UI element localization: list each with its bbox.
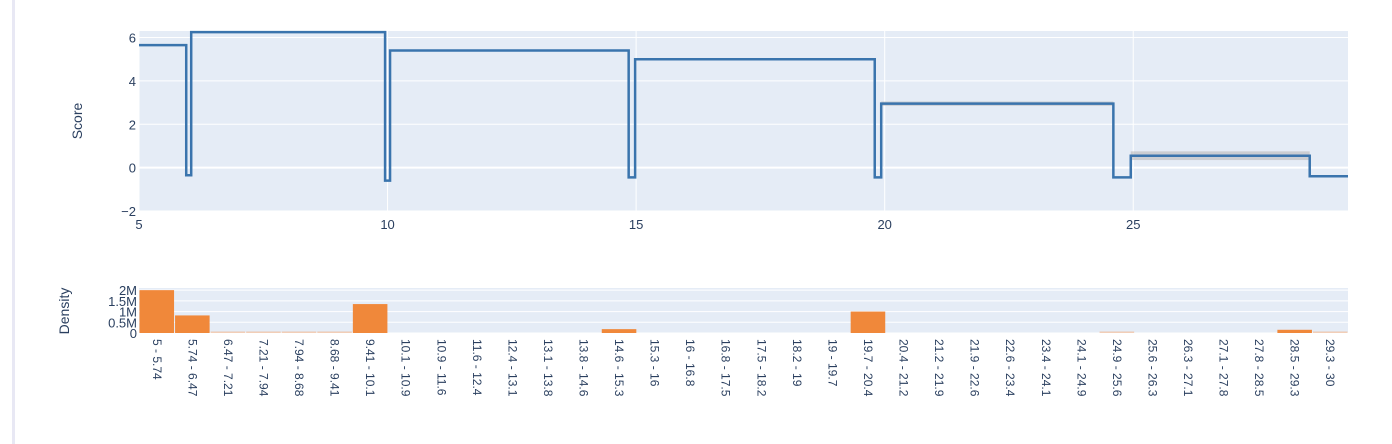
x-tick-label: 9.41 - 10.1 bbox=[363, 339, 377, 397]
histogram-gridlines bbox=[139, 289, 1348, 334]
x-tick-label: 13.8 - 14.6 bbox=[576, 339, 590, 397]
x-tick-label: 24.1 - 24.9 bbox=[1074, 339, 1088, 397]
x-tick-label: 15.3 - 16 bbox=[648, 339, 662, 387]
histogram-bar bbox=[1312, 331, 1348, 333]
x-tick-label: 11.6 - 12.4 bbox=[470, 339, 484, 396]
x-tick-label: 15 bbox=[629, 217, 643, 232]
x-tick-label: 22.6 - 23.4 bbox=[1003, 339, 1017, 397]
x-tick-label: 7.94 - 8.68 bbox=[292, 339, 306, 397]
score-plot-background bbox=[139, 31, 1348, 211]
histogram-bar bbox=[317, 331, 352, 333]
x-tick-label: 26.3 - 27.1 bbox=[1181, 339, 1195, 397]
x-tick-label: 19 - 19.7 bbox=[825, 339, 839, 387]
histogram-bar bbox=[246, 331, 281, 333]
x-tick-label: 21.9 - 22.6 bbox=[968, 339, 982, 397]
x-tick-label: 12.4 - 13.1 bbox=[505, 339, 519, 397]
histogram-bar bbox=[175, 315, 210, 333]
x-tick-label: 29.3 - 30 bbox=[1323, 339, 1337, 387]
x-tick-label: 5.74 - 6.47 bbox=[185, 339, 199, 397]
x-tick-label: 27.1 - 27.8 bbox=[1217, 339, 1231, 397]
x-tick-label: 16 - 16.8 bbox=[683, 339, 697, 387]
density-y-axis-title: Density bbox=[56, 288, 72, 335]
x-tick-label: 23.4 - 24.1 bbox=[1039, 339, 1053, 397]
y-tick-label: 2M bbox=[119, 283, 137, 298]
histogram-bar bbox=[1099, 331, 1135, 333]
histogram-background bbox=[139, 288, 1348, 333]
histogram-bar bbox=[139, 290, 175, 333]
histogram-bar bbox=[850, 311, 886, 333]
histogram-bar bbox=[352, 304, 388, 333]
x-tick-label: 19.7 - 20.4 bbox=[861, 339, 875, 397]
x-tick-label: 24.9 - 25.6 bbox=[1110, 339, 1124, 397]
score-plot: −2 0 2 4 6 5 10 15 20 25 Score bbox=[69, 31, 1348, 232]
x-tick-label: 6.47 - 7.21 bbox=[221, 339, 235, 397]
x-tick-label: 20.4 - 21.2 bbox=[897, 339, 911, 397]
x-tick-label: 5 - 5.74 bbox=[150, 339, 164, 380]
score-y-axis-ticks: −2 0 2 4 6 bbox=[121, 31, 136, 219]
score-x-axis-ticks: 5 10 15 20 25 bbox=[135, 217, 1140, 232]
histogram-x-axis-ticks: 5 - 5.74 5.74 - 6.47 6.47 - 7.21 7.21 - 7.9… bbox=[150, 339, 1337, 397]
x-tick-label: 18.2 - 19 bbox=[790, 339, 804, 387]
x-tick-label: 5 bbox=[135, 217, 142, 232]
x-tick-label: 20 bbox=[877, 217, 891, 232]
histogram-bar bbox=[1277, 329, 1312, 333]
histogram-bar bbox=[601, 329, 637, 333]
y-tick-label: −2 bbox=[121, 204, 136, 219]
score-y-axis-title: Score bbox=[69, 103, 85, 140]
y-tick-label: 0.5M bbox=[108, 315, 137, 330]
x-tick-label: 10.9 - 11.6 bbox=[434, 339, 448, 396]
x-tick-label: 10 bbox=[380, 217, 394, 232]
x-tick-label: 14.6 - 15.3 bbox=[612, 339, 626, 397]
y-tick-label: 0 bbox=[130, 326, 137, 341]
x-tick-label: 28.5 - 29.3 bbox=[1288, 339, 1302, 397]
x-tick-label: 8.68 - 9.41 bbox=[328, 339, 342, 397]
y-tick-label: 2 bbox=[129, 117, 136, 132]
x-tick-label: 17.5 - 18.2 bbox=[754, 339, 768, 397]
histogram-bar bbox=[210, 331, 246, 333]
x-tick-label: 25 bbox=[1126, 217, 1140, 232]
y-tick-label: 0 bbox=[129, 161, 136, 176]
x-tick-label: 7.21 - 7.94 bbox=[256, 339, 270, 397]
x-tick-label: 10.1 - 10.9 bbox=[399, 339, 413, 397]
x-tick-label: 13.1 - 13.8 bbox=[541, 339, 555, 397]
x-tick-label: 25.6 - 26.3 bbox=[1145, 339, 1159, 397]
y-tick-label: 4 bbox=[129, 74, 136, 89]
x-tick-label: 27.8 - 28.5 bbox=[1252, 339, 1266, 397]
page-left-border bbox=[12, 0, 15, 444]
y-tick-label: 6 bbox=[129, 31, 136, 46]
x-tick-label: 16.8 - 17.5 bbox=[719, 339, 733, 397]
x-tick-label: 21.2 - 21.9 bbox=[932, 339, 946, 397]
y-tick-label: 1M bbox=[119, 305, 137, 320]
histogram-bar bbox=[281, 331, 317, 333]
histogram-bars bbox=[139, 290, 1348, 333]
score-step-line bbox=[139, 30, 1348, 182]
y-tick-label: 1.5M bbox=[108, 294, 137, 309]
